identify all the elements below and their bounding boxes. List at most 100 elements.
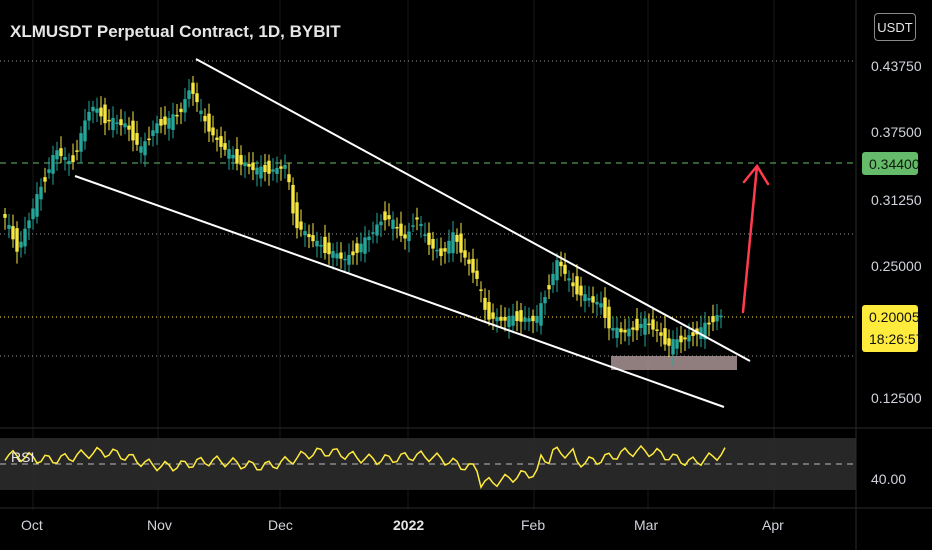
candle-body — [131, 120, 135, 141]
candle-body — [295, 202, 299, 229]
candle-body — [95, 108, 99, 113]
candle-body — [83, 120, 87, 142]
candle-body — [127, 125, 131, 130]
candle-body — [635, 318, 639, 331]
candle-body — [551, 273, 555, 286]
candle-body — [415, 217, 419, 220]
candle-body — [683, 337, 687, 340]
candle-body — [451, 232, 455, 254]
candle-body — [311, 235, 315, 242]
currency-button[interactable]: USDT — [874, 13, 916, 41]
candle-body — [183, 99, 187, 113]
candle-body — [663, 328, 667, 345]
target-arrow[interactable] — [741, 163, 770, 314]
candle-body — [499, 316, 503, 321]
candle-body — [227, 149, 231, 159]
candle-body — [243, 163, 247, 167]
support-zone[interactable] — [611, 356, 737, 370]
lower-trendline[interactable] — [74, 175, 725, 408]
candle-body — [619, 328, 623, 333]
candle-body — [55, 150, 59, 160]
candle-body — [387, 215, 391, 220]
candle-body — [159, 118, 163, 126]
candle-body — [515, 311, 519, 321]
candle-body — [171, 114, 175, 130]
candle-body — [163, 116, 167, 125]
candle-body — [539, 303, 543, 326]
candle-body — [371, 232, 375, 234]
candle-body — [259, 166, 263, 179]
candle-body — [455, 234, 459, 242]
candle-body — [43, 177, 47, 182]
candle-body — [151, 130, 155, 136]
candle-body — [351, 251, 355, 256]
candle-body — [647, 323, 651, 326]
current-price-label: 0.20005 — [869, 309, 920, 325]
candle-body — [275, 167, 279, 174]
candle-body — [331, 250, 335, 258]
candle-body — [235, 149, 239, 164]
candle-body — [667, 338, 671, 346]
x-tick-label: Dec — [268, 517, 293, 533]
candle-body — [283, 164, 287, 169]
candle-body — [523, 317, 527, 322]
candle-body — [175, 114, 179, 117]
candle-body — [563, 264, 567, 274]
y-tick-label: 0.37500 — [871, 124, 922, 140]
candle-body — [595, 301, 599, 305]
candle-body — [659, 332, 663, 336]
candle-body — [575, 276, 579, 295]
candle-body — [75, 150, 79, 152]
candle-body — [155, 123, 159, 134]
candle-body — [687, 335, 691, 342]
candle-body — [47, 169, 51, 173]
y-tick-label: 0.43750 — [871, 58, 922, 74]
candle-body — [427, 232, 431, 245]
x-tick-label: 2022 — [393, 517, 424, 533]
candle-body — [715, 315, 719, 322]
candle-body — [471, 258, 475, 273]
candle-body — [555, 260, 559, 281]
candle-body — [323, 236, 327, 254]
candle-body — [339, 252, 343, 259]
candle-body — [23, 228, 27, 247]
candle-body — [35, 194, 39, 217]
candle-body — [691, 332, 695, 336]
candle-body — [27, 220, 31, 229]
candle-body — [511, 315, 515, 326]
candle-body — [199, 110, 203, 114]
candle-body — [247, 163, 251, 167]
candle-body — [299, 221, 303, 230]
candle-body — [599, 303, 603, 308]
candle-body — [327, 242, 331, 255]
candle-body — [447, 240, 451, 254]
candle-body — [383, 211, 387, 221]
x-tick-label: Oct — [21, 517, 43, 533]
candle-body — [107, 119, 111, 122]
candle-body — [99, 107, 103, 117]
candle-body — [479, 289, 483, 291]
candle-body — [7, 225, 11, 229]
candle-body — [623, 329, 627, 333]
candle-body — [655, 329, 659, 331]
candle-body — [559, 261, 563, 267]
candle-body — [195, 93, 199, 103]
candle-body — [223, 143, 227, 150]
candle-body — [719, 315, 723, 318]
candle-body — [251, 162, 255, 171]
candle-body — [643, 318, 647, 335]
x-tick-label: Feb — [521, 517, 545, 533]
candle-body — [407, 231, 411, 242]
candle-body — [699, 327, 703, 339]
candle-body — [435, 249, 439, 252]
candle-body — [79, 133, 83, 152]
candle-body — [231, 154, 235, 159]
upper-trendline[interactable] — [195, 58, 751, 362]
candle-body — [291, 184, 295, 214]
candle-body — [483, 297, 487, 310]
bar-countdown: 18:26:57 — [869, 331, 924, 347]
candle-body — [399, 223, 403, 236]
candle-body — [115, 122, 119, 124]
candle-body — [711, 316, 715, 323]
